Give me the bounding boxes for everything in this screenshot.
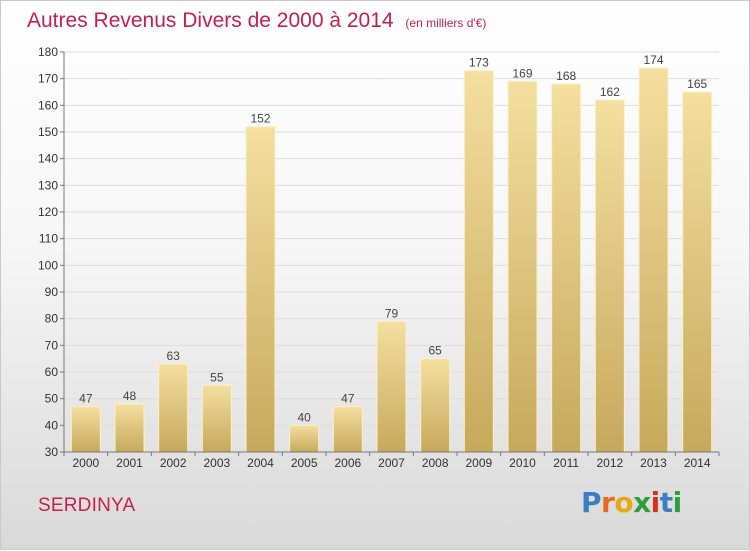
chart-title-text: Autres Revenus Divers de 2000 à 2014 <box>27 9 394 32</box>
bar <box>201 384 232 453</box>
x-tick-label: 2008 <box>422 456 449 470</box>
data-label: 65 <box>428 344 442 358</box>
x-tick-label: 2004 <box>247 456 274 470</box>
y-tick-label: 160 <box>38 98 58 112</box>
y-tick-label: 60 <box>45 365 59 379</box>
y-tick-label: 90 <box>45 285 59 299</box>
y-tick-label: 50 <box>45 392 59 406</box>
logo-letter: P <box>581 486 602 519</box>
y-tick-label: 120 <box>38 205 58 219</box>
data-labels: 47 48 63 55 152 40 47 79 65 173 169 168 162 174 165 <box>79 53 707 424</box>
x-tick-label: 2006 <box>334 456 361 470</box>
bar <box>638 67 669 453</box>
x-tick-label: 2003 <box>203 456 230 470</box>
x-tick-label: 2010 <box>509 456 536 470</box>
y-tick-label: 180 <box>38 45 58 59</box>
x-tick-label: 2013 <box>640 456 667 470</box>
bar <box>245 126 276 453</box>
chart-unit: (en milliers d'€) <box>405 16 487 30</box>
bar <box>551 83 582 453</box>
y-tick-label: 110 <box>39 232 58 246</box>
chart-title: Autres Revenus Divers de 2000 à 2014 (en… <box>27 9 486 33</box>
data-label: 63 <box>166 349 180 363</box>
bar <box>376 320 407 453</box>
data-label: 169 <box>512 66 532 80</box>
logo-letter: i <box>672 486 683 519</box>
bars <box>70 67 713 453</box>
y-tick-label: 70 <box>45 338 59 352</box>
x-tick-label: 2000 <box>72 456 99 470</box>
data-label: 48 <box>123 389 137 403</box>
bar <box>289 424 320 453</box>
bar <box>594 99 625 453</box>
y-tick-label: 170 <box>38 72 58 86</box>
bar <box>420 358 451 453</box>
logo-letter: t <box>659 486 673 519</box>
y-tick-label: 130 <box>38 178 58 192</box>
y-tick-label: 40 <box>45 418 59 432</box>
data-label: 174 <box>643 53 663 67</box>
x-tick-label: 2002 <box>160 456 187 470</box>
data-label: 173 <box>469 56 489 70</box>
logo-letter: o <box>614 486 634 519</box>
x-tick-label: 2009 <box>465 456 492 470</box>
data-label: 47 <box>341 392 355 406</box>
data-label: 55 <box>210 370 224 384</box>
logo-letter: r <box>601 486 615 519</box>
bar <box>158 363 189 453</box>
bar <box>463 70 494 453</box>
data-label: 152 <box>250 112 270 126</box>
data-label: 165 <box>687 77 707 91</box>
y-tick-label: 80 <box>45 312 59 326</box>
x-tick-label: 2001 <box>116 456 143 470</box>
y-tick-label: 100 <box>38 258 58 272</box>
data-label: 162 <box>600 85 620 99</box>
y-tick-label: 140 <box>38 152 58 166</box>
commune-name: SERDINYA <box>38 495 136 516</box>
bar <box>682 91 713 453</box>
proxiti-logo[interactable]: Proxiti <box>581 486 682 519</box>
bar <box>332 406 363 453</box>
x-tick-label: 2007 <box>378 456 405 470</box>
axes: 30 40 50 60 70 80 90 100 110 120 130 140 150 160 170 18… <box>38 45 720 470</box>
logo-letter: x <box>633 486 651 519</box>
data-label: 40 <box>297 410 311 424</box>
y-tick-label: 150 <box>38 125 58 139</box>
bar <box>507 80 538 453</box>
data-label: 168 <box>556 69 576 83</box>
y-tick-label: 30 <box>45 445 59 459</box>
x-tick-label: 2012 <box>596 456 623 470</box>
x-tick-label: 2011 <box>553 456 579 470</box>
bar <box>114 403 145 453</box>
logo-letter: i <box>650 486 661 519</box>
bar <box>70 406 101 453</box>
x-tick-label: 2005 <box>291 456 318 470</box>
x-tick-label: 2014 <box>684 456 711 470</box>
data-label: 79 <box>385 306 399 320</box>
data-label: 47 <box>79 392 93 406</box>
